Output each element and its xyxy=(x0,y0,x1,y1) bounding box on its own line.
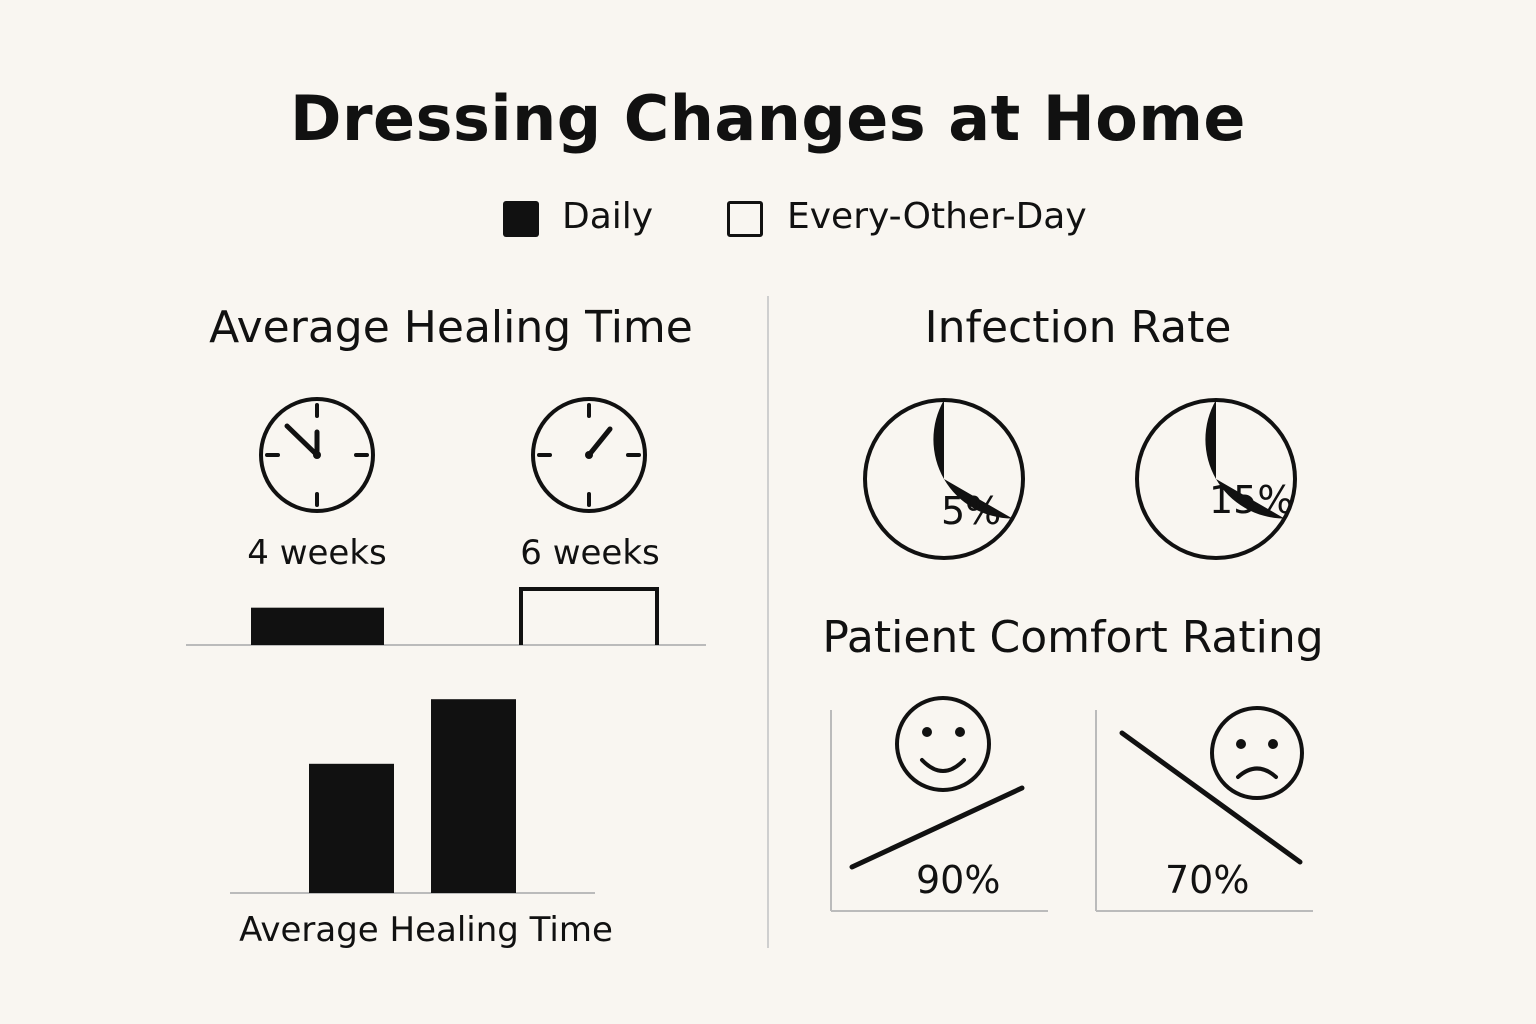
legend-label-daily: Daily xyxy=(562,196,654,237)
healing-time-title: Average Healing Time xyxy=(209,302,693,353)
healing-time-label-every-other-day: 6 weeks xyxy=(520,533,660,573)
pie-slice xyxy=(933,400,1013,519)
comfort-trend-line-up xyxy=(849,785,1025,870)
comfort-rating-label-daily: 90% xyxy=(916,858,1001,902)
comfort-rating-label-every-other-day: 70% xyxy=(1165,858,1250,902)
comfort-panel-every-other-day xyxy=(1095,706,1313,912)
sad-face-icon xyxy=(1210,706,1304,800)
healing-time-label-daily: 4 weeks xyxy=(247,533,387,573)
comfort-panel-daily xyxy=(830,696,1048,912)
page-title: Dressing Changes at Home xyxy=(290,82,1246,155)
legend-swatch-every-other-day xyxy=(727,201,763,237)
healing-time-bar-0 xyxy=(251,607,384,645)
legend-label-every-other-day: Every-Other-Day xyxy=(787,196,1087,237)
healing-bar-0 xyxy=(309,763,394,893)
clock-icon xyxy=(259,397,375,513)
section-divider xyxy=(767,296,769,948)
comfort-rating-title: Patient Comfort Rating xyxy=(822,612,1324,663)
comfort-trend-line-down xyxy=(1119,730,1303,865)
pie-slice xyxy=(1205,400,1285,519)
healing-bar-1 xyxy=(431,699,516,893)
infection-pie-0 xyxy=(863,398,1025,560)
healing-bar-xlabel: Average Healing Time xyxy=(239,910,613,950)
infection-pie-1 xyxy=(1135,398,1297,560)
infection-rate-title: Infection Rate xyxy=(924,302,1232,353)
healing-time-bar-1 xyxy=(519,587,659,645)
smiley-face-icon xyxy=(895,696,991,792)
clock-icon xyxy=(531,397,647,513)
infection-rate-label-every-other-day: 15% xyxy=(1209,478,1294,522)
infection-rate-label-daily: 5% xyxy=(941,489,1002,533)
legend-swatch-daily xyxy=(503,201,539,237)
